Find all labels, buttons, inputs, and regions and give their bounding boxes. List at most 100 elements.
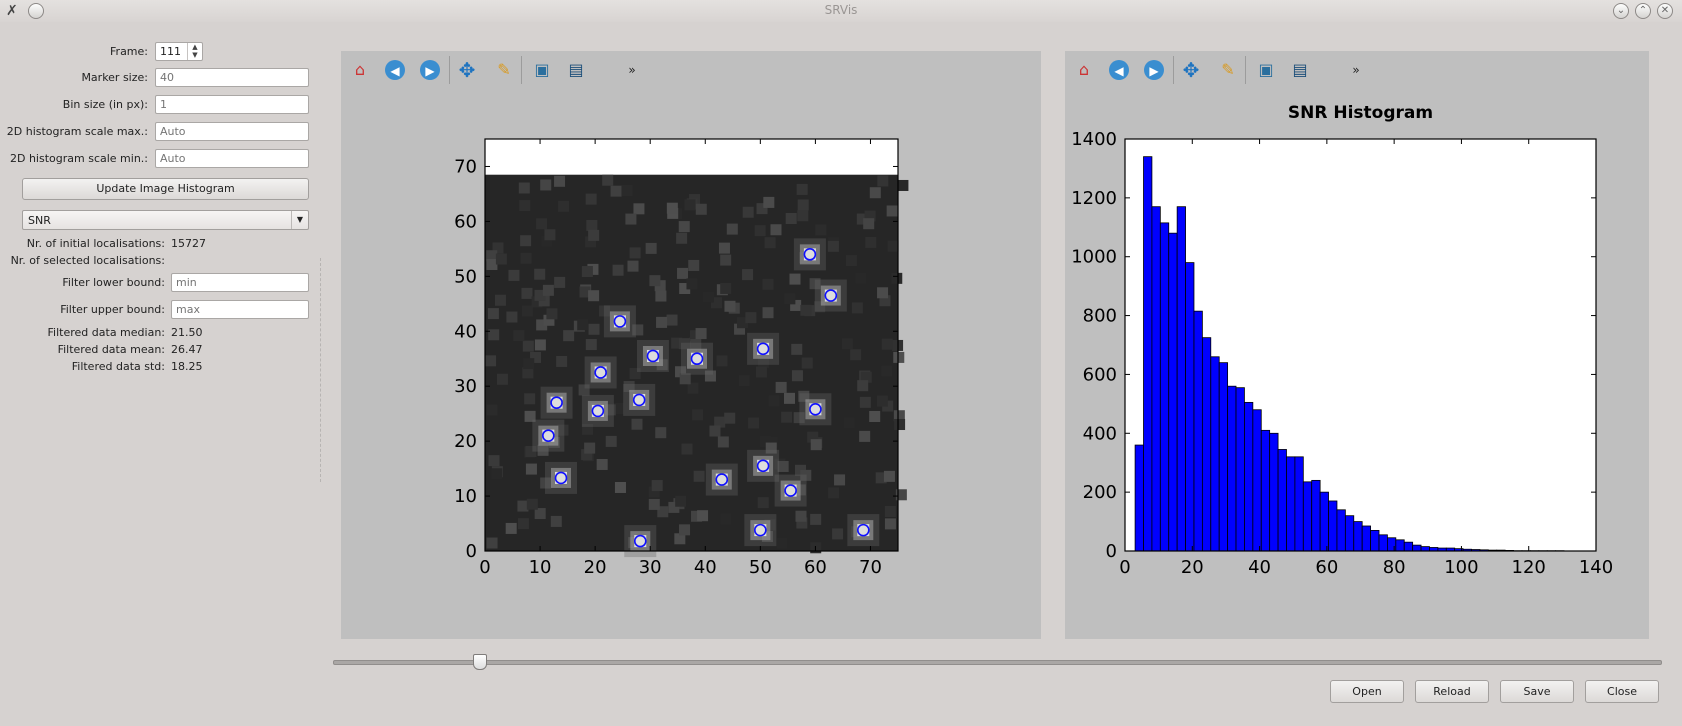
image-noise-pixel	[809, 278, 821, 290]
image-noise-pixel	[832, 528, 844, 540]
spot-core	[591, 404, 604, 417]
spin-down-icon[interactable]: ▼	[192, 51, 198, 59]
localisation-marker	[554, 471, 568, 485]
image-noise-pixel	[841, 338, 853, 350]
image-noise-pixel	[843, 417, 855, 429]
image-noise-pixel	[485, 355, 497, 367]
image-noise-pixel	[768, 395, 780, 407]
image-noise-pixel	[864, 210, 876, 222]
initial-localisations-label: Nr. of initial localisations:	[26, 237, 165, 250]
image-noise-pixel	[850, 349, 862, 361]
spin-arrows[interactable]: ▲ ▼	[187, 43, 202, 60]
histogram-bar	[1227, 385, 1237, 552]
image-noise-pixel	[776, 537, 788, 549]
frame-spinbox[interactable]: 111 ▲ ▼	[155, 42, 203, 61]
localisation-marker	[715, 473, 729, 486]
histogram-bar	[1420, 546, 1430, 552]
image-noise-pixel	[578, 384, 590, 396]
home-icon[interactable]: ⌂	[354, 60, 366, 79]
frame-slider-handle[interactable]	[472, 654, 487, 670]
image-noise-pixel	[845, 255, 857, 267]
splitter-handle[interactable]	[320, 258, 321, 482]
subplots-icon[interactable]: ▣	[534, 60, 550, 79]
open-button[interactable]: Open	[1330, 680, 1404, 703]
image-noise-pixel	[596, 458, 608, 470]
save-button[interactable]: Save	[1500, 680, 1574, 703]
bin-size-input[interactable]	[155, 95, 309, 114]
pan-icon[interactable]: ✥	[458, 58, 476, 82]
image-noise-pixel	[585, 339, 597, 351]
image-noise-pixel	[717, 436, 729, 448]
subplots-icon[interactable]: ▣	[1258, 60, 1274, 79]
lower-bound-input[interactable]	[171, 273, 309, 292]
more-icon[interactable]: »	[1352, 63, 1360, 77]
image-noise-pixel	[877, 287, 889, 299]
image-noise-pixel	[655, 290, 667, 302]
image-noise-pixel	[789, 273, 801, 285]
forward-icon[interactable]: ▶	[1144, 60, 1164, 80]
close-window-icon[interactable]: ✕	[1657, 3, 1673, 19]
image-noise-pixel	[536, 218, 548, 230]
image-noise-pixel	[688, 259, 700, 271]
edit-icon[interactable]: ✎	[1221, 60, 1235, 79]
image-noise-pixel	[488, 455, 500, 467]
y-tick-label: 800	[1083, 306, 1117, 327]
image-figure-panel: ⌂ ◀ ▶ ✥ ✎ ▣ ▤ » 0 10 20 30 40 50 60 70 0 10 20 30 40…	[341, 51, 1041, 639]
localisation-marker	[690, 352, 704, 366]
x-tick-label: 80	[1383, 557, 1406, 578]
localisation-marker	[809, 402, 822, 416]
y-tick-label: 1200	[1071, 188, 1117, 209]
image-noise-pixel	[581, 449, 593, 461]
maximize-icon[interactable]: ⌃	[1635, 3, 1651, 19]
image-noise-pixel	[814, 301, 826, 313]
image-noise-pixel	[762, 307, 774, 319]
image-noise-pixel	[486, 404, 498, 416]
forward-icon[interactable]: ▶	[420, 60, 440, 80]
histogram-bar	[1176, 206, 1186, 552]
image-noise-pixel	[513, 330, 525, 342]
upper-bound-input[interactable]	[171, 300, 309, 319]
back-icon[interactable]: ◀	[1109, 60, 1129, 80]
spin-up-icon[interactable]: ▲	[192, 43, 198, 51]
localisation-marker	[594, 366, 607, 379]
pan-icon[interactable]: ✥	[1182, 58, 1200, 82]
save-icon[interactable]: ▤	[568, 60, 584, 79]
image-noise-pixel	[709, 425, 721, 437]
app-menu-icon[interactable]: ✗	[6, 3, 18, 19]
image-noise-pixel	[675, 366, 687, 378]
image-noise-pixel	[895, 489, 907, 501]
image-noise-pixel	[797, 199, 809, 211]
minimize-icon[interactable]: ⌄	[1613, 3, 1629, 19]
image-noise-pixel	[784, 293, 796, 305]
update-histogram-button[interactable]: Update Image Histogram	[22, 178, 309, 200]
metric-select[interactable]: SNR ▼	[22, 210, 309, 230]
save-icon[interactable]: ▤	[1292, 60, 1308, 79]
home-icon[interactable]: ⌂	[1078, 60, 1090, 79]
marker-size-input[interactable]	[155, 68, 309, 87]
window-menu-icon[interactable]	[28, 3, 44, 19]
histogram-bar	[1294, 456, 1304, 552]
image-noise-pixel	[651, 480, 663, 492]
image-noise-pixel	[693, 470, 705, 482]
toolbar-separator	[1173, 56, 1174, 84]
x-tick-label: 70	[859, 557, 882, 578]
edit-icon[interactable]: ✎	[497, 60, 511, 79]
scale-max-input[interactable]	[155, 122, 309, 141]
close-button[interactable]: Close	[1585, 680, 1659, 703]
image-plot[interactable]: 0 10 20 30 40 50 60 70 0 10 20 30 40 50 60 70	[341, 51, 1041, 639]
image-noise-pixel	[614, 481, 626, 493]
frame-slider-track[interactable]	[333, 660, 1662, 665]
image-noise-pixel	[648, 486, 660, 498]
more-icon[interactable]: »	[628, 63, 636, 77]
image-noise-pixel	[738, 375, 750, 387]
image-noise-pixel	[798, 390, 810, 402]
localisation-marker	[646, 349, 660, 363]
image-noise-pixel	[495, 253, 507, 265]
back-icon[interactable]: ◀	[385, 60, 405, 80]
image-noise-pixel	[859, 396, 871, 408]
image-noise-pixel	[879, 295, 891, 307]
reload-button[interactable]: Reload	[1415, 680, 1489, 703]
scale-min-input[interactable]	[155, 149, 309, 168]
chevron-down-icon[interactable]: ▼	[291, 211, 308, 229]
